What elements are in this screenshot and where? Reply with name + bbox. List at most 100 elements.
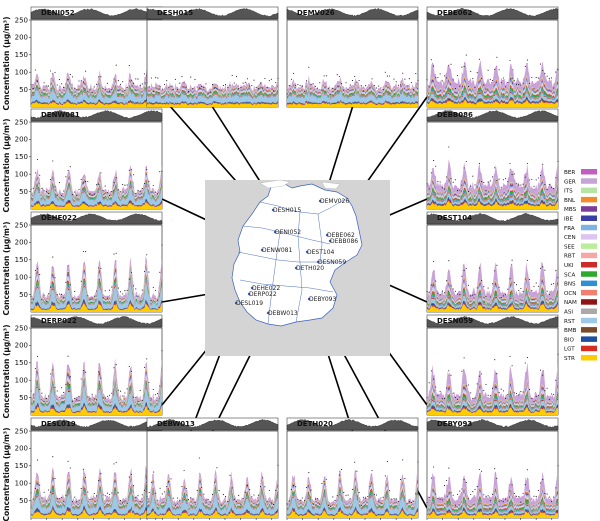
obs-point <box>386 75 388 77</box>
obs-point <box>82 250 84 253</box>
panel-strip-trace <box>30 213 163 225</box>
panel-denw081: DENW081 50 100 150 200 250 Concentration (µg/m… <box>2 108 163 213</box>
panel-debe062: DEBE062 <box>426 6 559 108</box>
obs-point <box>391 90 393 92</box>
obs-point <box>161 244 163 246</box>
obs-point <box>251 496 253 498</box>
obs-point <box>539 175 542 177</box>
obs-point <box>437 497 439 500</box>
obs-point <box>109 493 111 495</box>
obs-point <box>452 288 454 290</box>
obs-point <box>137 295 139 297</box>
obs-point <box>461 275 463 277</box>
obs-point <box>500 388 502 390</box>
obs-point <box>56 84 58 86</box>
obs-point <box>100 76 102 78</box>
obs-point <box>273 504 275 506</box>
obs-point <box>218 490 220 492</box>
obs-point <box>382 88 384 90</box>
obs-point <box>166 486 168 488</box>
obs-point <box>529 278 531 280</box>
series-asi <box>147 492 278 512</box>
obs-point <box>515 392 518 395</box>
obs-point <box>395 498 397 500</box>
obs-point <box>163 491 166 493</box>
obs-point <box>402 72 404 74</box>
obs-point <box>104 290 106 292</box>
obs-point <box>168 480 170 482</box>
obs-point <box>441 398 443 400</box>
obs-point <box>459 294 461 296</box>
obs-point <box>50 286 52 288</box>
ytick-label: 50 <box>19 86 28 94</box>
obs-point <box>111 88 113 91</box>
obs-point <box>126 502 128 504</box>
obs-point <box>435 280 437 282</box>
series-rst <box>287 492 418 515</box>
obs-point <box>476 486 478 488</box>
station-marker <box>273 230 277 234</box>
obs-point <box>478 375 480 377</box>
station-label: DESN059 <box>318 259 346 266</box>
obs-point <box>489 395 491 397</box>
obs-point <box>214 481 216 483</box>
station-marker <box>316 260 320 264</box>
obs-point <box>522 82 524 84</box>
obs-point <box>133 485 135 487</box>
series-bio <box>147 507 278 516</box>
obs-point <box>137 78 139 80</box>
obs-point <box>461 488 463 490</box>
obs-point <box>430 477 432 479</box>
panel-title: DEBB086 <box>437 111 473 119</box>
obs-point <box>161 170 163 172</box>
obs-point <box>557 465 559 467</box>
panel-deni052: DENI052 50 100 150 200 250 Concentration (µg/m… <box>2 6 163 111</box>
obs-point <box>45 397 47 399</box>
state-border <box>259 201 301 213</box>
obs-point <box>98 371 100 373</box>
obs-point <box>187 499 190 501</box>
obs-point <box>225 84 227 86</box>
station-label: DEMV026 <box>320 198 349 205</box>
obs-point <box>82 81 84 83</box>
obs-point <box>231 487 233 489</box>
obs-point <box>50 373 52 375</box>
obs-point <box>157 77 159 79</box>
series-uki <box>427 183 558 201</box>
series-its <box>427 75 558 94</box>
panel-strip-trace <box>30 110 163 122</box>
series-ocn <box>427 500 558 513</box>
series-fra <box>427 490 558 509</box>
obs-point <box>192 88 194 90</box>
series-ger <box>427 61 558 94</box>
obs-point <box>137 495 139 497</box>
obs-point <box>91 498 93 500</box>
station-marker <box>271 208 275 212</box>
obs-point <box>463 270 465 272</box>
obs-point <box>157 499 159 501</box>
obs-point <box>159 385 161 387</box>
obs-point <box>141 399 143 401</box>
obs-point <box>478 267 480 269</box>
series-bns <box>427 187 558 203</box>
obs-point <box>143 366 146 368</box>
obs-point <box>459 396 461 398</box>
obs-point <box>548 293 550 296</box>
series-str <box>31 101 162 107</box>
obs-point <box>115 177 117 179</box>
obs-point <box>498 392 500 394</box>
obs-point <box>555 270 557 272</box>
obs-point <box>334 499 336 501</box>
series-bio <box>427 197 558 207</box>
obs-point <box>166 80 168 82</box>
obs-point <box>85 251 87 253</box>
obs-point <box>513 80 515 82</box>
obs-point <box>141 494 143 496</box>
series-sca <box>31 82 162 99</box>
obs-point <box>485 88 487 90</box>
obs-point <box>426 502 428 504</box>
obs-point <box>483 84 485 86</box>
series-ger <box>427 262 558 302</box>
panel-dest104: DEST104 <box>426 211 559 313</box>
obs-point <box>69 74 71 76</box>
